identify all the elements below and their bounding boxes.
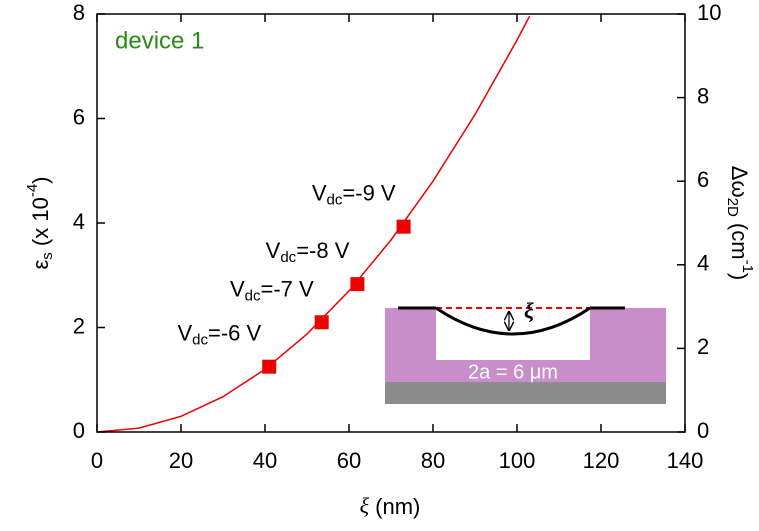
y-tick-label: 0 — [73, 418, 85, 443]
x-tick-label: 0 — [91, 448, 103, 473]
y2-tick-label: 2 — [697, 334, 709, 359]
data-point — [314, 315, 329, 330]
x-tick-label: 20 — [169, 448, 193, 473]
y2-axis-label: Δω2D (cm-1) — [724, 166, 756, 281]
y2-tick-label: 0 — [697, 418, 709, 443]
annotation: device 1 — [115, 27, 204, 54]
label-part: =-7 V — [260, 276, 314, 301]
x-tick-label: 40 — [253, 448, 277, 473]
inset: ξ 2a = 6 μm — [385, 298, 666, 404]
y2-tick-label: 8 — [697, 83, 709, 108]
label-part: V — [230, 276, 245, 301]
y2-tick-label: 4 — [697, 251, 709, 276]
label-part: V — [266, 238, 281, 263]
inset-width-label: 2a = 6 μm — [468, 361, 558, 383]
fit-curve — [96, 15, 531, 433]
y-tick-label: 2 — [73, 313, 85, 338]
y2-tick-label: 10 — [697, 0, 721, 25]
data-point — [262, 359, 277, 374]
y-axis-label: εs (x 10-4) — [24, 176, 56, 269]
inset-depth-label: ξ — [524, 298, 534, 323]
data-point — [396, 219, 411, 234]
plot-frame — [96, 13, 686, 433]
label-part: =-6 V — [208, 321, 262, 346]
label-part: dc — [245, 287, 261, 304]
x-tick-label: 100 — [499, 448, 536, 473]
y2-tick-label: 6 — [697, 167, 709, 192]
point-label: Vdc=-8 V — [266, 238, 350, 266]
y-tick-label: 8 — [73, 0, 85, 25]
x-tick-label: 60 — [337, 448, 361, 473]
label-part: V — [312, 180, 327, 205]
label-part: dc — [327, 192, 343, 209]
label-part: =-8 V — [296, 238, 350, 263]
label-part: dc — [280, 249, 296, 266]
label-part: V — [177, 321, 192, 346]
point-label: Vdc=-7 V — [230, 276, 314, 304]
x-tick-label: 140 — [667, 448, 704, 473]
point-label: Vdc=-6 V — [177, 321, 261, 349]
x-tick-label: 120 — [583, 448, 620, 473]
x-axis-label: ξ (nm) — [360, 493, 421, 519]
x-tick-label: 80 — [421, 448, 445, 473]
y-tick-label: 4 — [73, 209, 85, 234]
point-label: Vdc=-9 V — [312, 180, 396, 208]
label-part: =-9 V — [342, 180, 396, 205]
label-part: dc — [192, 332, 208, 349]
y-tick-label: 6 — [73, 104, 85, 129]
data-point — [350, 277, 365, 292]
